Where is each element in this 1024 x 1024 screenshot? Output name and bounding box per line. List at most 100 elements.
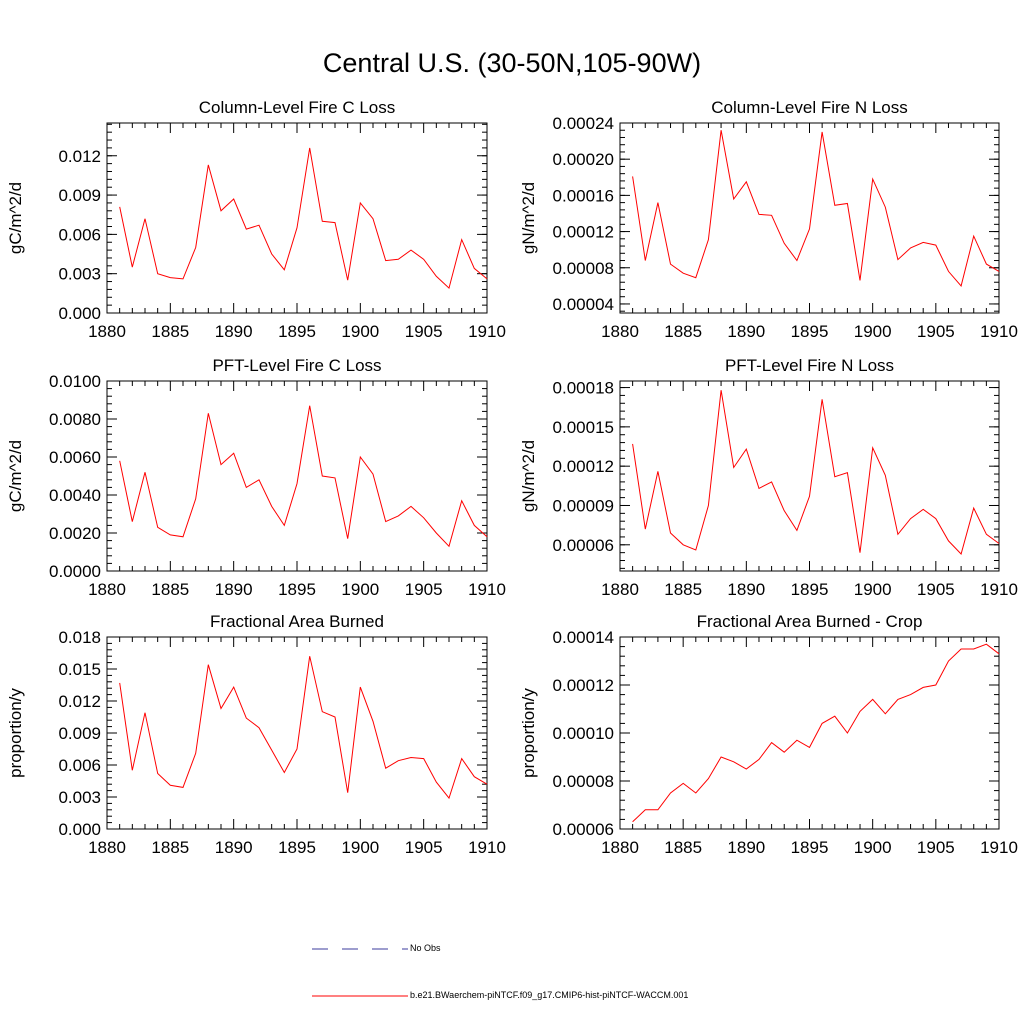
y-tick-label: 0.00008 xyxy=(553,772,614,791)
chart-title: Fractional Area Burned - Crop xyxy=(697,612,923,631)
y-tick-label: 0.00009 xyxy=(553,496,614,515)
data-point xyxy=(808,227,811,230)
plot-frame xyxy=(106,122,488,314)
data-point xyxy=(694,549,697,552)
data-point xyxy=(460,757,463,760)
chart-panel-2: Column-Level Fire N Loss gN/m^2/d 1880 1885… xyxy=(519,98,1018,341)
data-point xyxy=(182,277,185,280)
x-tick-label: 1890 xyxy=(215,580,253,599)
data-point xyxy=(397,759,400,762)
x-tick-label: 1905 xyxy=(405,580,443,599)
data-point xyxy=(770,480,773,483)
y-axis-label: gC/m^2/d xyxy=(6,440,25,512)
x-tick-label: 1890 xyxy=(727,580,765,599)
data-point xyxy=(308,655,311,658)
data-point xyxy=(156,526,159,529)
data-point xyxy=(232,686,235,689)
x-tick-label: 1900 xyxy=(854,322,892,341)
data-point xyxy=(384,259,387,262)
x-tick-label: 1890 xyxy=(727,322,765,341)
data-point xyxy=(182,786,185,789)
y-tick-label: 0.00018 xyxy=(553,379,614,398)
data-point xyxy=(960,284,963,287)
data-point xyxy=(245,717,248,720)
data-point xyxy=(656,808,659,811)
data-point xyxy=(245,228,248,231)
y-tick-label: 0.012 xyxy=(58,692,101,711)
y-tick-label: 0.0080 xyxy=(49,410,101,429)
data-point xyxy=(448,287,451,290)
data-point xyxy=(144,471,147,474)
data-point xyxy=(972,648,975,651)
data-point xyxy=(486,535,489,538)
y-tick-label: 0.006 xyxy=(58,756,101,775)
data-point xyxy=(998,652,1001,655)
x-tick-label: 1880 xyxy=(88,322,126,341)
data-point xyxy=(435,275,438,278)
x-tick-label: 1900 xyxy=(341,838,379,857)
data-point xyxy=(859,279,862,282)
y-tick-label: 0.006 xyxy=(58,225,101,244)
x-tick-label: 1905 xyxy=(917,580,955,599)
x-tick-label: 1910 xyxy=(980,838,1018,857)
series-line xyxy=(632,390,1000,555)
data-point xyxy=(435,781,438,784)
y-tick-label: 0.00004 xyxy=(553,295,614,314)
y-tick-label: 0.0060 xyxy=(49,448,101,467)
series-line xyxy=(632,130,1000,287)
data-point xyxy=(732,760,735,763)
y-tick-label: 0.00015 xyxy=(553,418,614,437)
chart-title: Column-Level Fire N Loss xyxy=(711,98,908,117)
data-point xyxy=(359,686,362,689)
x-tick-label: 1885 xyxy=(664,580,702,599)
data-point xyxy=(821,722,824,725)
data-point xyxy=(757,213,760,216)
data-point xyxy=(846,471,849,474)
data-point xyxy=(808,746,811,749)
data-point xyxy=(220,463,223,466)
data-point xyxy=(283,524,286,527)
data-point xyxy=(321,475,324,478)
data-point xyxy=(896,698,899,701)
data-point xyxy=(808,495,811,498)
data-point xyxy=(182,535,185,538)
data-point xyxy=(283,771,286,774)
chart-panel-6: Fractional Area Burned - Crop proportion/… xyxy=(519,612,1018,857)
data-point xyxy=(884,712,887,715)
data-point xyxy=(156,772,159,775)
plot-frame xyxy=(106,636,488,830)
data-point xyxy=(232,452,235,455)
y-tick-label: 0.003 xyxy=(58,265,101,284)
x-tick-label: 1895 xyxy=(791,580,829,599)
data-point xyxy=(745,448,748,451)
data-point xyxy=(985,263,988,266)
y-tick-label: 0.00010 xyxy=(553,724,614,743)
chart-title: PFT-Level Fire N Loss xyxy=(725,356,894,375)
data-point xyxy=(296,748,299,751)
page-title: Central U.S. (30-50N,105-90W) xyxy=(322,48,702,78)
data-point xyxy=(682,782,685,785)
data-point xyxy=(947,270,950,273)
chart-panel-3: PFT-Level Fire C Loss gC/m^2/d 1880 1885 189… xyxy=(6,356,506,599)
data-point xyxy=(833,715,836,718)
data-point xyxy=(397,514,400,517)
x-tick-label: 1880 xyxy=(88,580,126,599)
y-tick-label: 0.000 xyxy=(58,820,101,839)
plot-frame xyxy=(106,380,488,572)
data-point xyxy=(207,412,210,415)
data-point xyxy=(871,178,874,181)
data-point xyxy=(169,276,172,279)
data-point xyxy=(884,474,887,477)
data-point xyxy=(346,791,349,794)
y-tick-label: 0.018 xyxy=(58,628,101,647)
data-point xyxy=(410,505,413,508)
data-point xyxy=(296,482,299,485)
data-point xyxy=(486,277,489,280)
chart-panel-5: Fractional Area Burned proportion/y 1880 18… xyxy=(6,612,506,857)
series-line xyxy=(119,656,488,800)
data-point xyxy=(783,509,786,512)
data-point xyxy=(644,528,647,531)
data-point xyxy=(720,129,723,132)
data-point xyxy=(770,741,773,744)
